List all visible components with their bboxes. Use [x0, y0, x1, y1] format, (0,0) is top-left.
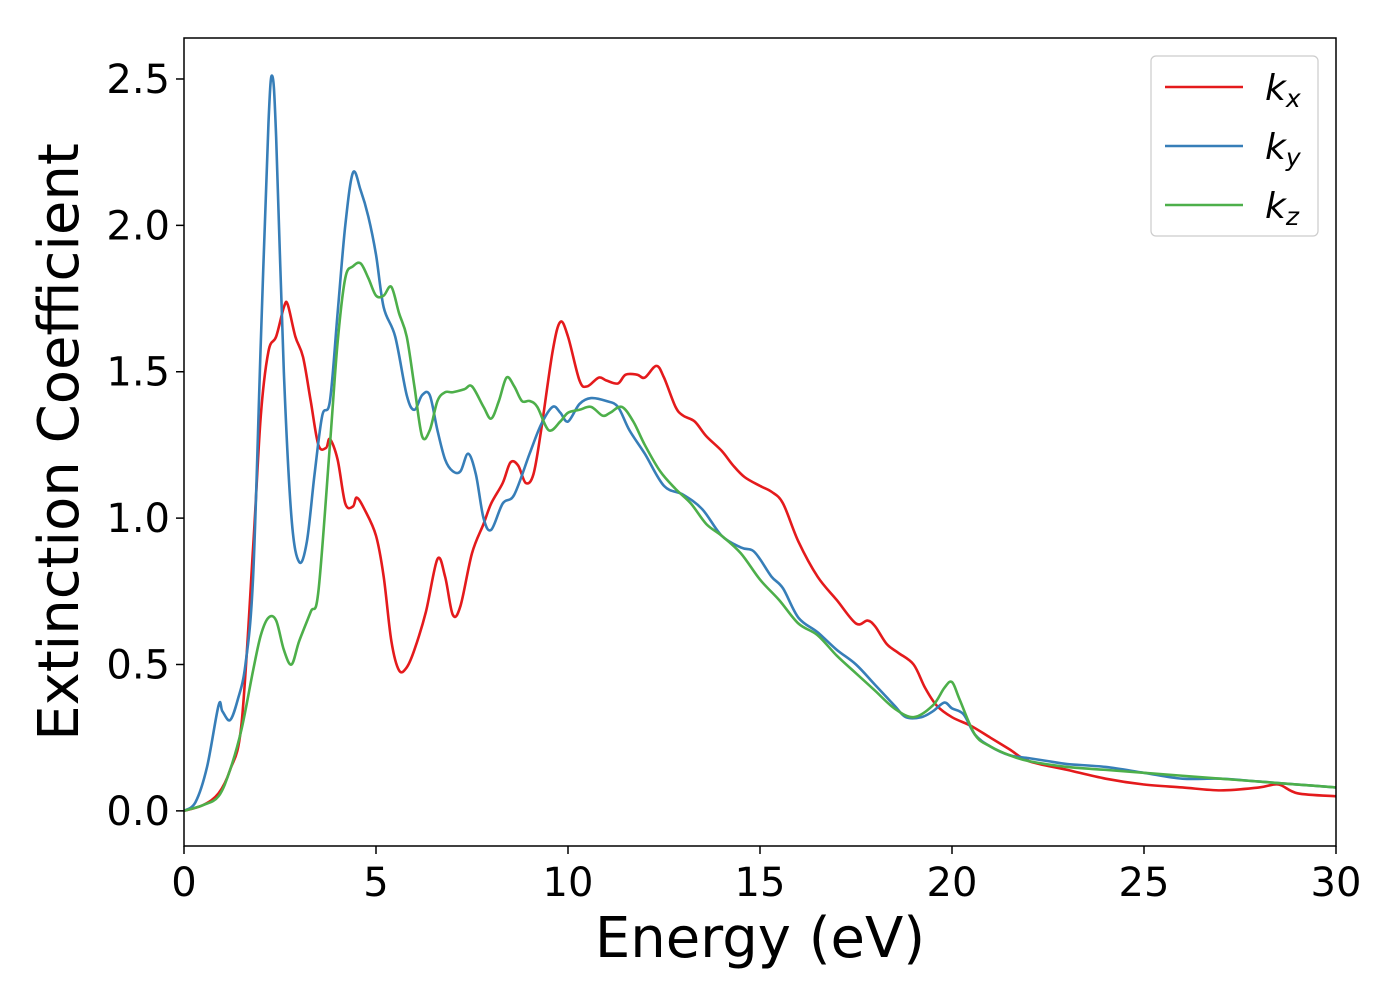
x-tick-label: 25 [1119, 860, 1170, 906]
x-tick-label: 20 [927, 860, 978, 906]
y-tick-label: 2.0 [106, 203, 170, 249]
x-tick-label: 5 [363, 860, 388, 906]
plot-area [184, 38, 1336, 846]
legend-label-x: kx [1265, 68, 1301, 113]
y-tick-label: 0.0 [106, 789, 170, 835]
x-tick-label: 0 [171, 860, 196, 906]
legend-label-y: ky [1265, 127, 1302, 172]
x-tick-label: 10 [543, 860, 594, 906]
legend-label-base: k [1265, 186, 1288, 227]
y-tick-label: 1.0 [106, 496, 170, 542]
x-axis-title: Energy (eV) [595, 906, 925, 971]
series-line-y [184, 74, 1336, 813]
legend-label-subscript: x [1285, 84, 1301, 113]
legend-label-base: k [1265, 68, 1288, 109]
y-tick-label: 1.5 [106, 350, 170, 396]
x-axis-ticks: 0 5 10 15 20 25 30 [171, 846, 1361, 906]
legend-label-z: kz [1265, 186, 1300, 231]
legend-label-subscript: z [1285, 202, 1300, 231]
y-tick-label: 0.5 [106, 642, 170, 688]
y-axis-ticks: 0.0 0.5 1.0 1.5 2.0 2.5 [106, 57, 184, 835]
y-tick-label: 2.5 [106, 57, 170, 103]
y-axis-title: Extinction Coefficient [27, 143, 92, 741]
x-tick-label: 30 [1311, 860, 1362, 906]
legend-label-subscript: y [1285, 143, 1302, 172]
x-tick-label: 15 [735, 860, 786, 906]
series-line-z [184, 261, 1336, 813]
legend-label-base: k [1265, 127, 1288, 168]
series-layer [184, 74, 1336, 813]
